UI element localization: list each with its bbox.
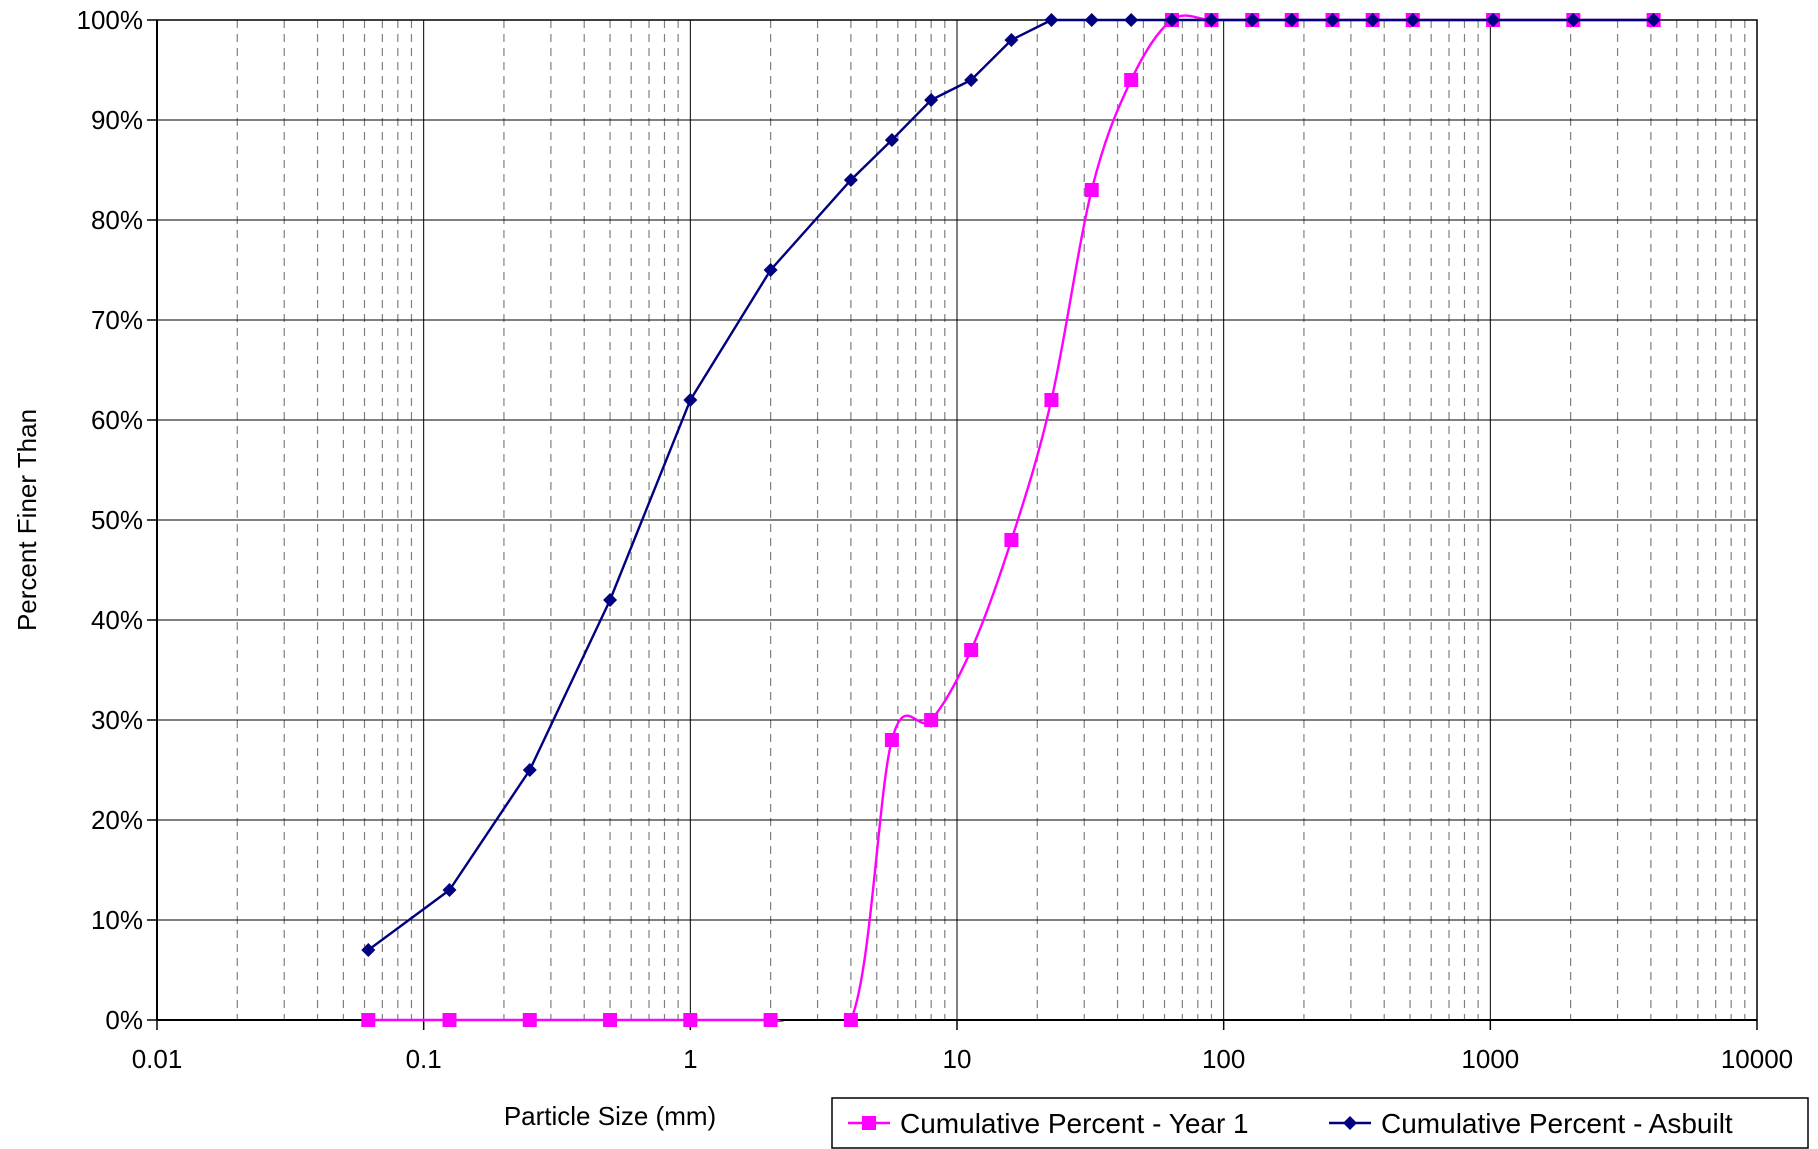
data-point (522, 763, 537, 777)
data-point (1044, 13, 1059, 27)
series-asbuilt (361, 13, 1661, 957)
y-axis-title: Percent Finer Than (12, 409, 42, 631)
data-point (1646, 13, 1661, 27)
x-tick-label: 0.1 (406, 1044, 442, 1074)
data-point (442, 883, 457, 897)
legend-label: Cumulative Percent - Year 1 (900, 1108, 1249, 1139)
axes (147, 19, 1758, 1030)
y-tick-label: 50% (91, 505, 143, 535)
legend-marker (862, 1116, 876, 1130)
data-point (1204, 13, 1219, 27)
data-point (603, 593, 618, 607)
data-point (683, 393, 698, 407)
x-tick-label: 1 (683, 1044, 697, 1074)
y-tick-label: 40% (91, 605, 143, 635)
data-point (442, 1013, 457, 1027)
y-tick-label: 20% (91, 805, 143, 835)
x-tick-label: 10000 (1721, 1044, 1793, 1074)
y-tick-label: 30% (91, 705, 143, 735)
y-tick-label: 60% (91, 405, 143, 435)
legend-box (831, 1097, 1809, 1149)
tick-labels: 0% 10% 20% 30% 40% 50% 60% 70% 80% 90% 100% 0.01 0.1… (77, 5, 1794, 1074)
y-tick-label: 80% (91, 205, 143, 235)
data-point (964, 73, 979, 87)
data-point (603, 1013, 618, 1027)
data-point (1365, 13, 1380, 27)
x-tick-label: 100 (1202, 1044, 1245, 1074)
data-point (1084, 183, 1099, 197)
data-point (361, 1013, 376, 1027)
data-point (924, 713, 939, 727)
data-point (1004, 533, 1019, 547)
legend-label: Cumulative Percent - Asbuilt (1381, 1108, 1733, 1139)
data-point (361, 943, 376, 957)
data-point (1325, 13, 1340, 27)
data-point (884, 133, 899, 147)
data-point (1124, 13, 1139, 27)
data-point (843, 1013, 858, 1027)
data-point (843, 173, 858, 187)
data-point (1004, 33, 1019, 47)
y-tick-label: 0% (105, 1005, 143, 1035)
data-point (763, 1013, 778, 1027)
data-point (1486, 13, 1501, 27)
data-point (1124, 73, 1139, 87)
data-point (1405, 13, 1420, 27)
data-point (924, 93, 939, 107)
data-point (884, 733, 899, 747)
series-lines (361, 13, 1661, 1027)
y-tick-label: 10% (91, 905, 143, 935)
data-point (1084, 13, 1099, 27)
data-point (1044, 393, 1059, 407)
x-tick-label: 10 (943, 1044, 972, 1074)
x-axis-title: Particle Size (mm) (504, 1101, 716, 1131)
y-tick-label: 100% (77, 5, 144, 35)
data-point (683, 1013, 698, 1027)
x-tick-label: 0.01 (132, 1044, 183, 1074)
data-point (1164, 13, 1179, 27)
legend-marker (1343, 1116, 1357, 1130)
data-point (522, 1013, 537, 1027)
data-point (763, 263, 778, 277)
x-tick-label: 1000 (1461, 1044, 1519, 1074)
data-point (1245, 13, 1260, 27)
data-point (1566, 13, 1581, 27)
data-point (964, 643, 979, 657)
legend: Cumulative Percent - Year 1 Cumulative Pe… (831, 1097, 1809, 1149)
y-tick-label: 70% (91, 305, 143, 335)
y-tick-label: 90% (91, 105, 143, 135)
data-point (1284, 13, 1299, 27)
